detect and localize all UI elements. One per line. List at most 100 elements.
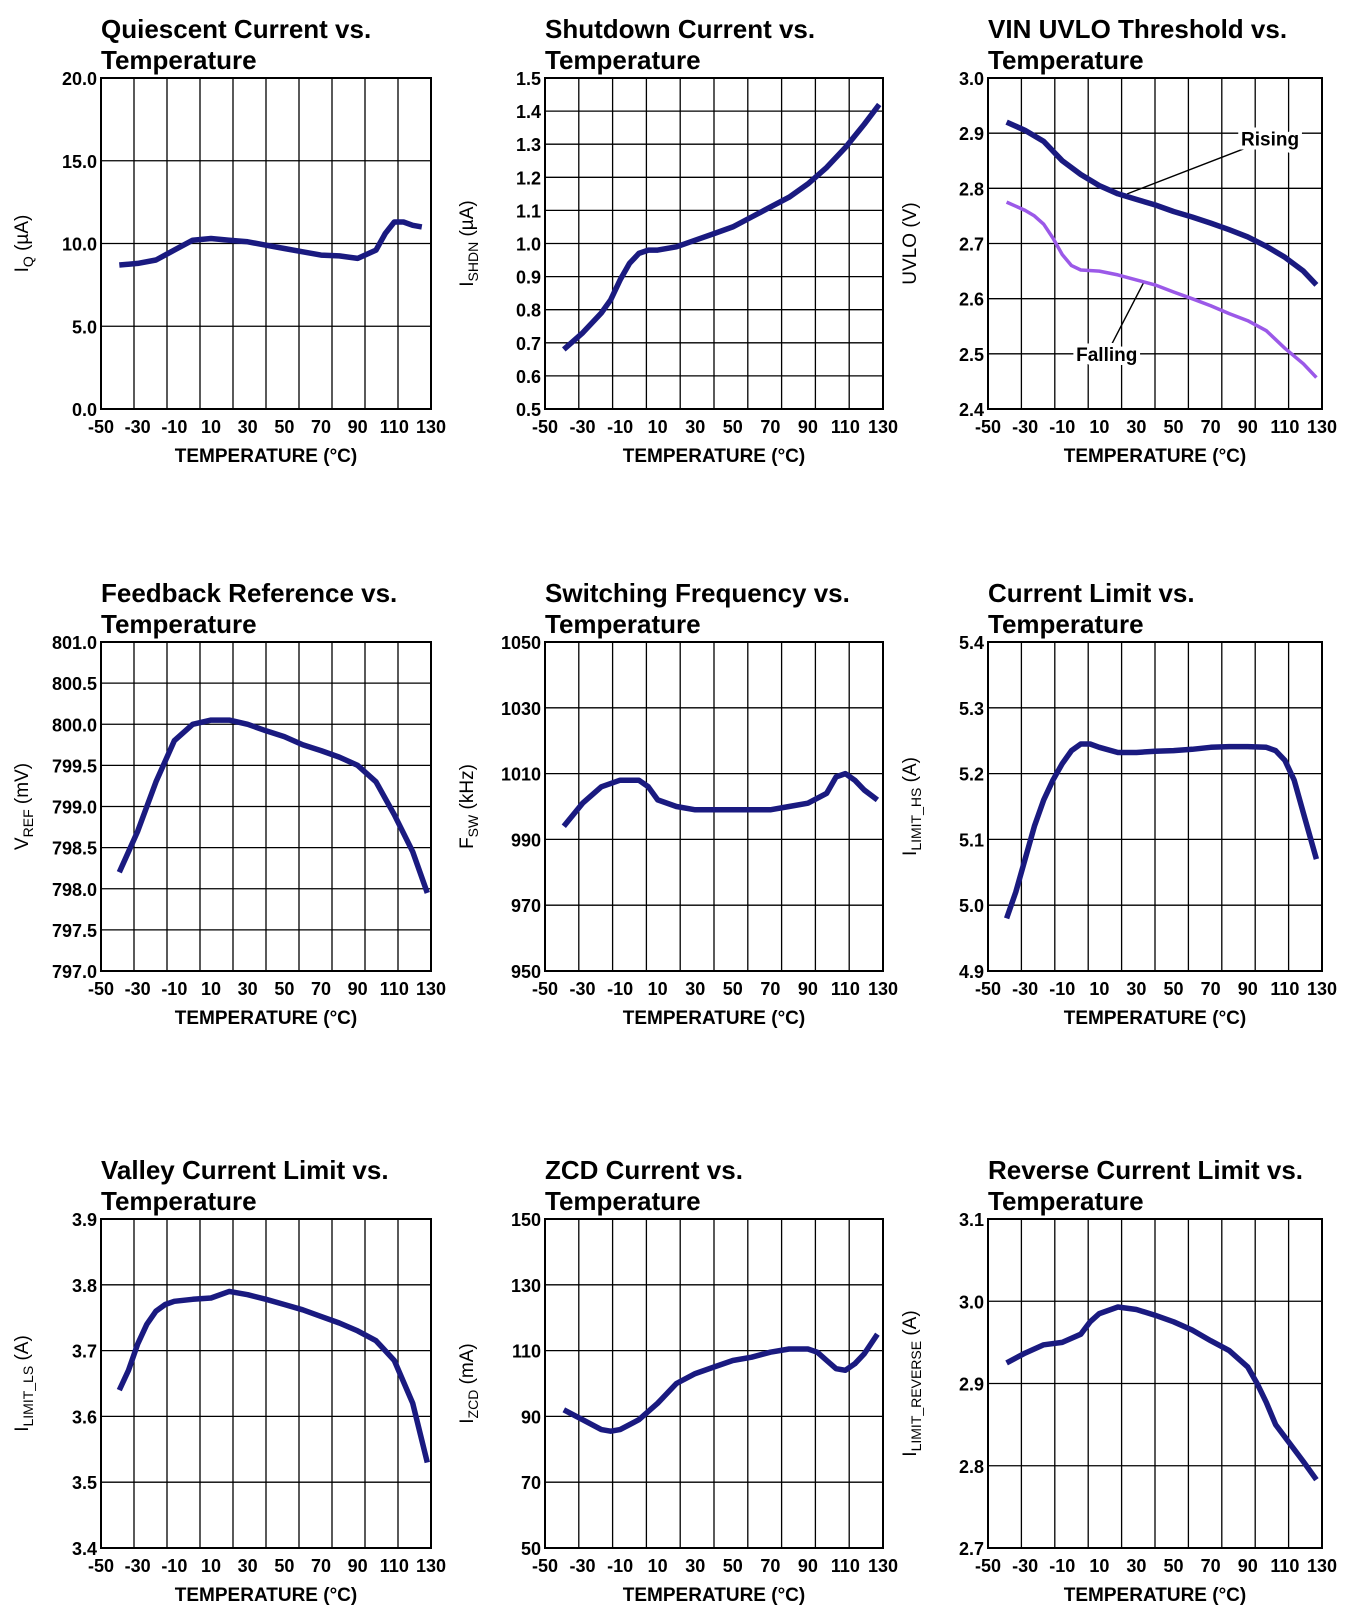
x-tick-label: 130 [868, 1556, 898, 1576]
uvlo-threshold-chart: VIN UVLO Threshold vs.Temperature Rising F… [900, 14, 1337, 467]
y-axis-label-unit: (µA) [457, 200, 478, 242]
y-tick-label: 797.5 [52, 921, 97, 941]
chart-title: Switching Frequency vs. [545, 578, 850, 608]
y-tick-label: 990 [511, 830, 541, 850]
x-tick-label: 90 [1238, 979, 1258, 999]
series-line [561, 102, 882, 352]
x-tick-label: -10 [161, 1556, 187, 1576]
series-line [1005, 200, 1318, 379]
x-axis-label: TEMPERATURE (°C) [1064, 1008, 1246, 1029]
x-tick-label: 110 [1270, 979, 1299, 999]
plot-frame [544, 77, 884, 410]
x-tick-label: 50 [274, 1556, 294, 1576]
y-tick-label: 1.0 [516, 235, 541, 255]
y-axis-label-subscript: REF [20, 809, 36, 837]
y-tick-label: 2.4 [959, 400, 984, 420]
y-tick-label: 2.6 [959, 290, 984, 310]
x-tick-label: 110 [831, 979, 860, 999]
x-tick-label: -10 [161, 417, 187, 437]
x-tick-label: 130 [416, 979, 446, 999]
x-tick-label: 130 [1307, 1556, 1337, 1576]
chart-title: VIN UVLO Threshold vs. [988, 14, 1287, 44]
y-tick-label: 2.7 [959, 1539, 984, 1559]
y-axis-label-main: I [900, 1451, 921, 1456]
y-axis-label-main: I [900, 851, 921, 856]
y-tick-label: 1010 [501, 765, 541, 785]
y-tick-label: 5.0 [72, 317, 97, 337]
y-tick-label: 0.7 [516, 334, 541, 354]
y-tick-label: 50 [521, 1539, 541, 1559]
y-tick-label: 90 [521, 1407, 541, 1427]
y-tick-label: 5.3 [959, 699, 984, 719]
y-axis-label: IQ (µA) [12, 215, 36, 273]
x-tick-label: 110 [380, 979, 409, 999]
x-tick-label: 10 [201, 1556, 221, 1576]
series-line [1005, 119, 1319, 287]
series-line [119, 219, 423, 268]
x-tick-label: 30 [685, 1556, 705, 1576]
plot-frame [544, 641, 884, 972]
chart-title: Temperature [545, 609, 701, 639]
x-tick-label: 110 [380, 1556, 409, 1576]
x-tick-label: 110 [380, 417, 409, 437]
y-axis-label-unit: (mA) [457, 1343, 478, 1389]
plot-frame [987, 641, 1323, 972]
y-axis-label: UVLO (V) [900, 202, 921, 284]
y-axis-label-main: F [457, 837, 478, 849]
x-tick-label: -50 [88, 979, 114, 999]
plot-frame [100, 1218, 432, 1549]
y-tick-label: 150 [511, 1210, 541, 1230]
x-tick-label: -50 [532, 417, 558, 437]
chart-title: Temperature [988, 609, 1144, 639]
x-tick-label: 50 [723, 979, 743, 999]
x-tick-label: 130 [1307, 417, 1337, 437]
plot-frame [100, 77, 432, 410]
x-tick-label: -30 [570, 979, 596, 999]
x-tick-label: 70 [760, 979, 780, 999]
x-tick-label: 130 [416, 417, 446, 437]
annotation-label: Rising [1241, 130, 1299, 151]
y-tick-label: 1.5 [516, 69, 541, 89]
x-tick-label: -30 [125, 979, 151, 999]
x-tick-label: -30 [1012, 1556, 1038, 1576]
y-tick-label: 5.2 [959, 765, 984, 785]
x-tick-label: 50 [274, 979, 294, 999]
series-line [1004, 741, 1320, 920]
x-tick-label: -10 [1049, 417, 1075, 437]
y-axis-label: ISHDN (µA) [457, 200, 481, 287]
chart-title: Temperature [545, 45, 701, 75]
reverse-current-limit-chart: Reverse Current Limit vs.Temperature-50-… [900, 1155, 1337, 1606]
chart-title: Temperature [101, 609, 257, 639]
chart-title: Reverse Current Limit vs. [988, 1155, 1303, 1185]
y-axis-label-main: I [12, 1427, 33, 1432]
y-tick-label: 130 [511, 1276, 541, 1296]
y-tick-label: 970 [511, 896, 541, 916]
x-tick-label: 70 [311, 1556, 331, 1576]
x-tick-label: 50 [274, 417, 294, 437]
y-axis-label-subscript: SW [465, 814, 481, 837]
shutdown-current-chart: Shutdown Current vs.Temperature -50 -30 -10… [457, 14, 898, 467]
y-axis-label-subscript: ZCD [465, 1390, 481, 1419]
y-tick-label: 3.0 [959, 1292, 984, 1312]
x-tick-label: 90 [348, 1556, 368, 1576]
x-tick-label: 70 [1201, 979, 1221, 999]
x-axis-label: TEMPERATURE (°C) [1064, 1585, 1246, 1606]
y-tick-label: 2.9 [959, 124, 984, 144]
x-tick-label: -50 [88, 1556, 114, 1576]
chart-title: Temperature [988, 1186, 1144, 1216]
y-tick-label: 15.0 [62, 152, 97, 172]
current-limit-chart: Current Limit vs.Temperature -50 -30 -10 10 3… [900, 578, 1337, 1029]
y-axis-label-subscript: SHDN [465, 242, 481, 282]
x-tick-label: 90 [798, 417, 818, 437]
plot-frame [987, 77, 1323, 410]
x-tick-label: -10 [607, 1556, 633, 1576]
x-tick-label: 70 [311, 979, 331, 999]
x-tick-label: 70 [760, 1556, 780, 1576]
y-tick-label: 3.0 [959, 69, 984, 89]
y-tick-label: 1.2 [516, 168, 541, 188]
y-tick-label: 2.9 [959, 1375, 984, 1395]
y-axis-label-unit: (A) [900, 1310, 921, 1341]
x-tick-label: 30 [1126, 1556, 1146, 1576]
x-tick-label: -50 [975, 417, 1001, 437]
